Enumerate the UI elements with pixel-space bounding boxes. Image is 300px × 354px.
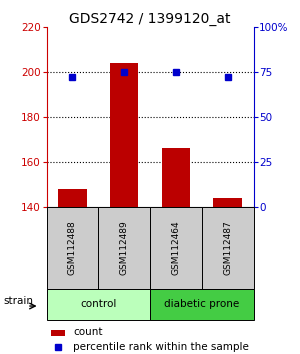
Title: GDS2742 / 1399120_at: GDS2742 / 1399120_at xyxy=(69,12,231,25)
Text: control: control xyxy=(80,299,116,309)
Bar xyxy=(58,189,87,207)
Bar xyxy=(213,198,242,207)
Bar xyxy=(162,148,190,207)
Text: GSM112464: GSM112464 xyxy=(171,221,180,275)
Text: strain: strain xyxy=(4,296,34,306)
Bar xyxy=(150,289,254,320)
Text: count: count xyxy=(74,327,103,337)
Bar xyxy=(110,63,138,207)
Text: GSM112487: GSM112487 xyxy=(223,221,232,275)
Bar xyxy=(202,207,254,289)
Bar xyxy=(51,330,65,336)
Text: GSM112489: GSM112489 xyxy=(120,221,129,275)
Bar xyxy=(46,207,98,289)
Bar xyxy=(98,207,150,289)
Text: diabetic prone: diabetic prone xyxy=(164,299,239,309)
Text: percentile rank within the sample: percentile rank within the sample xyxy=(74,342,249,352)
Text: GSM112488: GSM112488 xyxy=(68,221,77,275)
Bar xyxy=(150,207,202,289)
Bar xyxy=(46,289,150,320)
